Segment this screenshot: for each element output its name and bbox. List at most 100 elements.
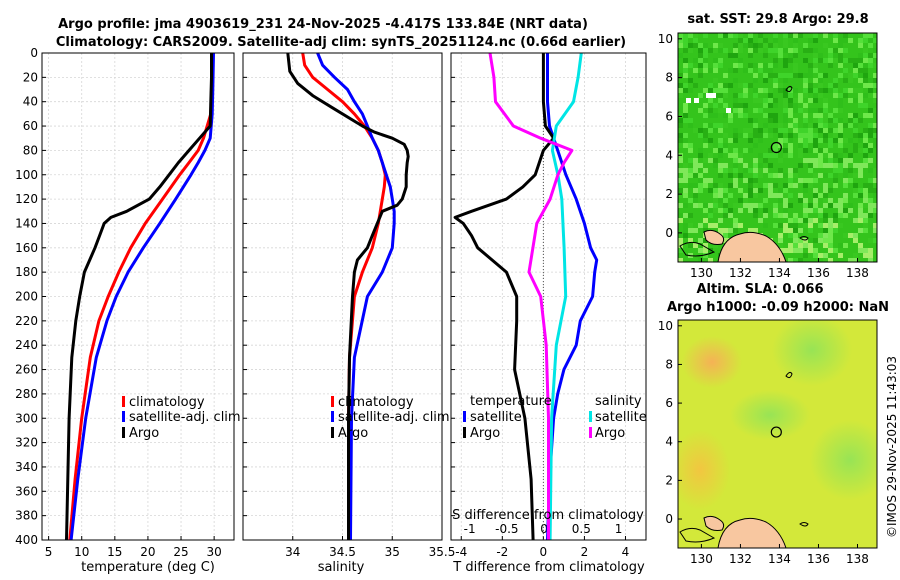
sst-cell xyxy=(868,143,873,148)
y-tick-label: 160 xyxy=(15,241,38,255)
sst-cell xyxy=(798,98,803,103)
sst-cell xyxy=(698,133,703,138)
sst-cell xyxy=(853,193,858,198)
sst-cell xyxy=(763,198,768,203)
sst-cell xyxy=(773,183,778,188)
sst-cell xyxy=(808,73,813,78)
sst-cell xyxy=(703,43,708,48)
sst-cell xyxy=(723,238,728,243)
sst-cell xyxy=(748,53,753,58)
sst-cell xyxy=(703,218,708,223)
sst-cell xyxy=(693,183,698,188)
sst-cell xyxy=(718,208,723,213)
sst-cell xyxy=(688,143,693,148)
sst-cell xyxy=(853,238,858,243)
sst-cell xyxy=(873,178,877,183)
sst-cell xyxy=(748,68,753,73)
sst-cell xyxy=(733,138,738,143)
sst-cell xyxy=(678,168,683,173)
sst-cell xyxy=(818,253,823,258)
sst-cell xyxy=(798,163,803,168)
sst-cell xyxy=(723,103,728,108)
sst-cell xyxy=(873,168,877,173)
y-tick-label: 40 xyxy=(23,95,38,109)
sst-cell xyxy=(688,148,693,153)
sst-cell xyxy=(773,208,778,213)
sst-cell xyxy=(793,223,798,228)
sst-cell xyxy=(783,58,788,63)
sst-cell xyxy=(833,218,838,223)
sst-cell xyxy=(683,108,688,113)
sst-cell xyxy=(753,123,758,128)
sst-cell xyxy=(708,123,713,128)
sst-cell xyxy=(813,173,818,178)
sst-cell xyxy=(863,138,868,143)
map-y-tick-label: 2 xyxy=(665,473,673,487)
sst-cell xyxy=(828,223,833,228)
sst-cell xyxy=(733,148,738,153)
sst-cell xyxy=(868,148,873,153)
sst-cell xyxy=(683,168,688,173)
sst-cell xyxy=(758,63,763,68)
sst-cell xyxy=(718,183,723,188)
sst-cell xyxy=(783,153,788,158)
x-tick-label: 5 xyxy=(45,545,53,559)
x-top-tick-label: 0.5 xyxy=(572,522,591,536)
sst-cell xyxy=(693,38,698,43)
sst-cell xyxy=(738,133,743,138)
sst-cell xyxy=(753,178,758,183)
sst-cell xyxy=(853,143,858,148)
sst-cell xyxy=(838,108,843,113)
sst-cell xyxy=(733,218,738,223)
sst-cell xyxy=(753,98,758,103)
sst-cell xyxy=(743,203,748,208)
y-tick-label: 400 xyxy=(15,533,38,547)
sst-cell xyxy=(873,238,877,243)
sst-cell xyxy=(823,233,828,238)
sst-cell xyxy=(873,38,877,43)
sst-cell xyxy=(768,68,773,73)
sst-cell xyxy=(838,33,843,38)
sst-cell xyxy=(788,133,793,138)
sst-cell xyxy=(873,228,877,233)
y-tick-label: 200 xyxy=(15,290,38,304)
sst-cell xyxy=(798,108,803,113)
sst-cell xyxy=(728,213,733,218)
sst-cell xyxy=(678,43,683,48)
sst-cell xyxy=(798,228,803,233)
sst-cell xyxy=(868,33,873,38)
sst-cell xyxy=(803,123,808,128)
sst-cell xyxy=(838,43,843,48)
sst-cell xyxy=(798,138,803,143)
sst-cell xyxy=(723,93,728,98)
sst-cell xyxy=(743,68,748,73)
map-y-tick-label: 0 xyxy=(665,512,673,526)
sst-cell xyxy=(823,133,828,138)
y-tick-label: 60 xyxy=(23,119,38,133)
sst-cell xyxy=(798,178,803,183)
sst-cell xyxy=(818,138,823,143)
sst-cell xyxy=(763,53,768,58)
sst-cell xyxy=(823,183,828,188)
sst-cell xyxy=(803,183,808,188)
sst-cell xyxy=(698,183,703,188)
sst-cell xyxy=(863,48,868,53)
sst-cell xyxy=(738,108,743,113)
sst-cell xyxy=(793,48,798,53)
legend-s-argo-marker xyxy=(589,427,592,438)
sst-cell xyxy=(813,193,818,198)
sst-cell xyxy=(718,173,723,178)
sst-cell xyxy=(863,163,868,168)
sst-cell xyxy=(738,173,743,178)
sst-cell xyxy=(773,63,778,68)
sst-cell xyxy=(803,103,808,108)
sst-cell xyxy=(858,38,863,43)
sst-cell xyxy=(733,78,738,83)
sst-cell xyxy=(868,58,873,63)
legend-s-argo: Argo xyxy=(595,426,625,441)
sst-cell xyxy=(733,43,738,48)
sst-cell xyxy=(703,68,708,73)
sst-cell xyxy=(778,73,783,78)
sst-cell xyxy=(813,143,818,148)
sst-cell xyxy=(748,48,753,53)
